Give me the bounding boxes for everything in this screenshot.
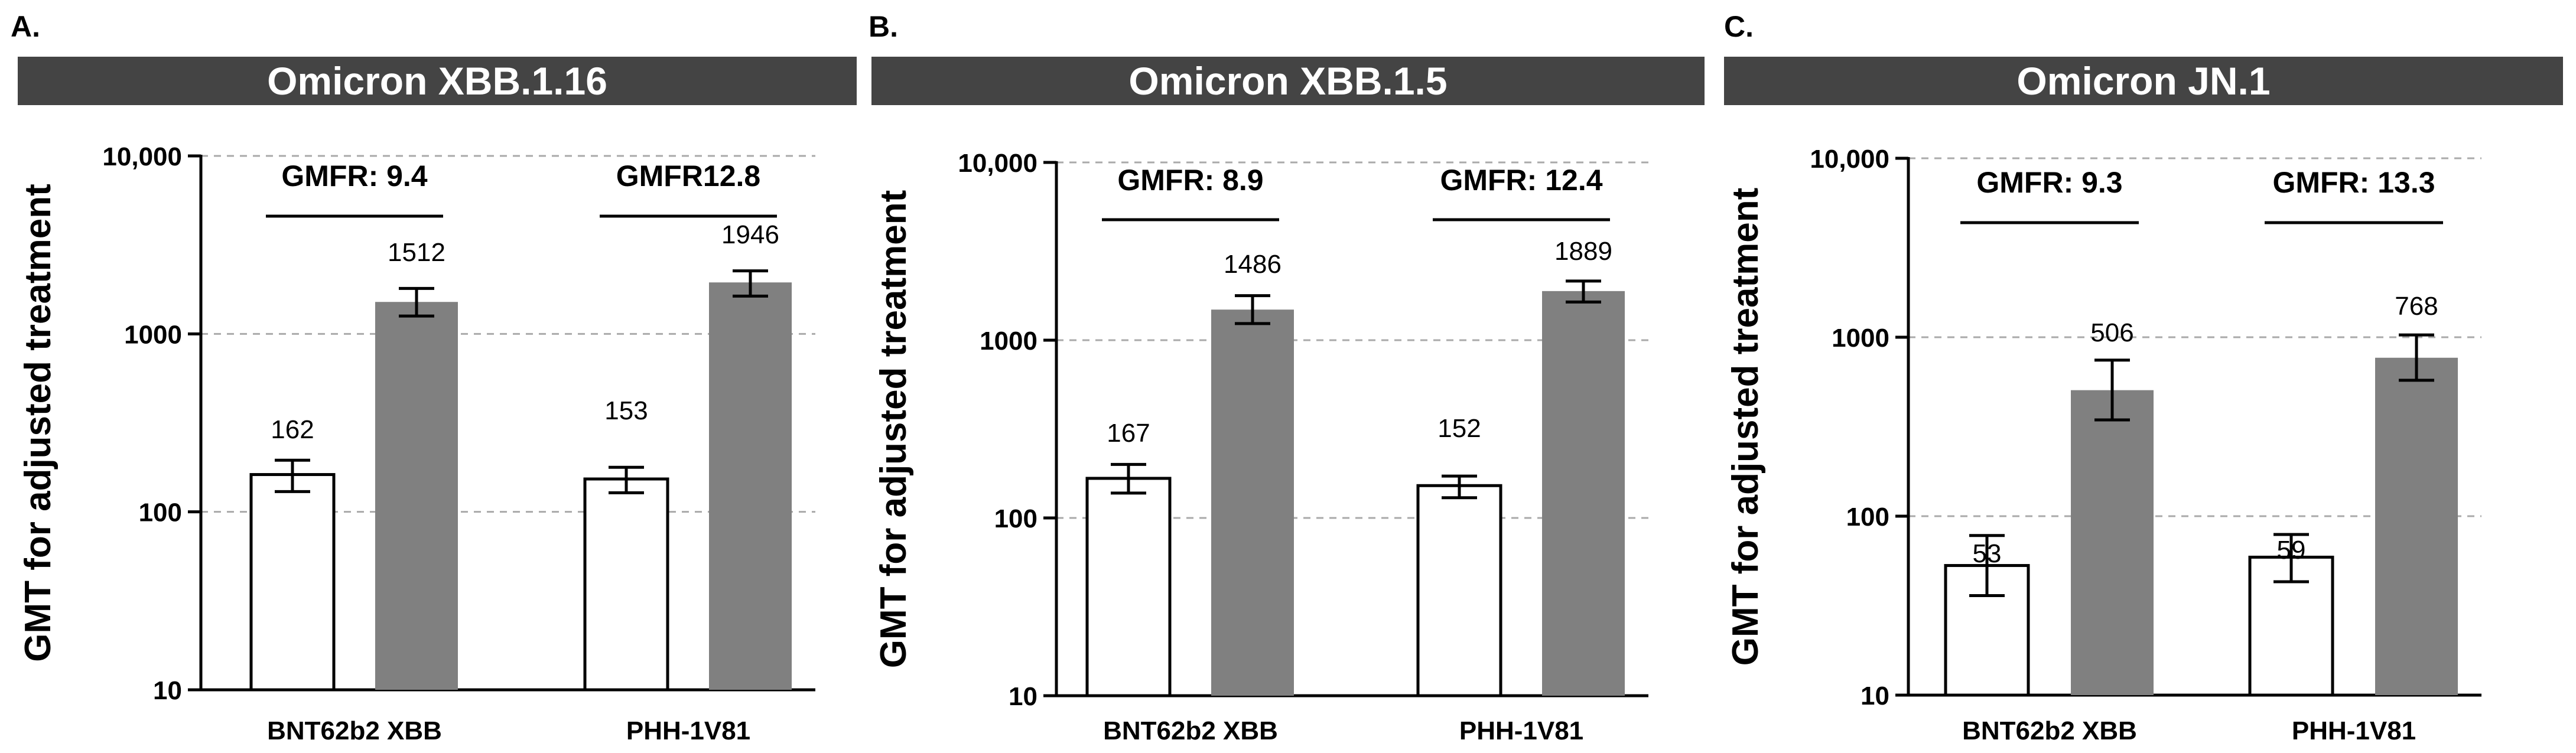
chart-title: Omicron XBB.1.16 bbox=[267, 59, 607, 103]
chart-panel-1: A. Omicron XBB.1.16 10 100 1000 10,000 GMT for… bbox=[11, 10, 857, 745]
y-axis-label: GMT for adjusted treatment bbox=[18, 184, 58, 662]
gmfr-annotation: GMFR12.8 bbox=[616, 159, 761, 193]
bar bbox=[2375, 357, 2458, 695]
y-tick-label: 100 bbox=[139, 498, 182, 527]
data-label: 1512 bbox=[388, 238, 445, 267]
bar bbox=[2071, 390, 2154, 695]
bar bbox=[1416, 484, 1502, 697]
panel-letter: A. bbox=[11, 10, 40, 43]
data-label: 1889 bbox=[1554, 237, 1612, 266]
x-tick-label: BNT62b2 XBB bbox=[267, 716, 442, 745]
data-label: 1486 bbox=[1224, 250, 1282, 279]
data-label: 1946 bbox=[721, 220, 779, 249]
title-banner bbox=[1724, 57, 2563, 105]
y-tick-label: 10,000 bbox=[102, 142, 182, 171]
bar bbox=[583, 477, 669, 692]
data-label: 167 bbox=[1107, 419, 1150, 448]
bar bbox=[2248, 555, 2334, 697]
bar bbox=[1211, 309, 1294, 696]
gmfr-annotation: GMFR: 8.9 bbox=[1117, 164, 1263, 197]
data-label: 153 bbox=[604, 396, 648, 425]
y-tick-label: 10 bbox=[1009, 682, 1037, 711]
data-label: 59 bbox=[2277, 536, 2306, 565]
y-tick-label: 100 bbox=[1846, 503, 1889, 532]
y-tick-label: 100 bbox=[994, 504, 1037, 533]
y-axis-label: GMT for adjusted treatment bbox=[1725, 188, 1766, 666]
panel-letter: C. bbox=[1724, 10, 1754, 43]
x-tick-label: BNT62b2 XBB bbox=[1103, 716, 1278, 745]
gmfr-annotation: GMFR: 9.4 bbox=[281, 159, 427, 193]
bar bbox=[249, 473, 336, 692]
y-tick-label: 10 bbox=[153, 676, 182, 705]
gmfr-annotation: GMFR: 12.4 bbox=[1440, 164, 1602, 197]
panel-letter: B. bbox=[869, 10, 898, 43]
bar bbox=[1085, 477, 1172, 697]
title-banner bbox=[18, 57, 857, 105]
y-tick-label: 1000 bbox=[124, 320, 182, 349]
title-banner bbox=[871, 57, 1705, 105]
x-tick-label: PHH-1V81 bbox=[626, 716, 750, 745]
data-label: 506 bbox=[2090, 318, 2133, 347]
y-tick-label: 10,000 bbox=[958, 149, 1037, 178]
chart-panel-2: B. Omicron XBB.1.5 10 100 1000 10,000 GMT for … bbox=[869, 10, 1705, 745]
gmfr-annotation: GMFR: 13.3 bbox=[2272, 166, 2435, 199]
data-label: 768 bbox=[2395, 292, 2438, 321]
x-tick-label: BNT62b2 XBB bbox=[1962, 716, 2137, 745]
chart-title: Omicron JN.1 bbox=[2016, 59, 2270, 103]
x-tick-label: PHH-1V81 bbox=[1459, 716, 1583, 745]
bar bbox=[1542, 291, 1625, 696]
data-label: 152 bbox=[1437, 414, 1481, 443]
chart-title: Omicron XBB.1.5 bbox=[1128, 59, 1447, 103]
y-tick-label: 10 bbox=[1861, 682, 1889, 710]
y-tick-label: 1000 bbox=[980, 327, 1037, 356]
x-tick-label: PHH-1V81 bbox=[2292, 716, 2416, 745]
data-label: 53 bbox=[1973, 539, 2002, 568]
y-tick-label: 1000 bbox=[1832, 324, 1889, 353]
gmfr-annotation: GMFR: 9.3 bbox=[1976, 166, 2122, 199]
bar bbox=[709, 282, 792, 690]
chart-panel-3: C. Omicron JN.1 10 100 1000 10,000 GMT for adj… bbox=[1724, 10, 2563, 745]
y-axis-label: GMT for adjusted treatment bbox=[873, 190, 914, 669]
bar bbox=[375, 302, 458, 690]
y-tick-label: 10,000 bbox=[1810, 145, 1889, 174]
data-label: 162 bbox=[271, 415, 314, 444]
